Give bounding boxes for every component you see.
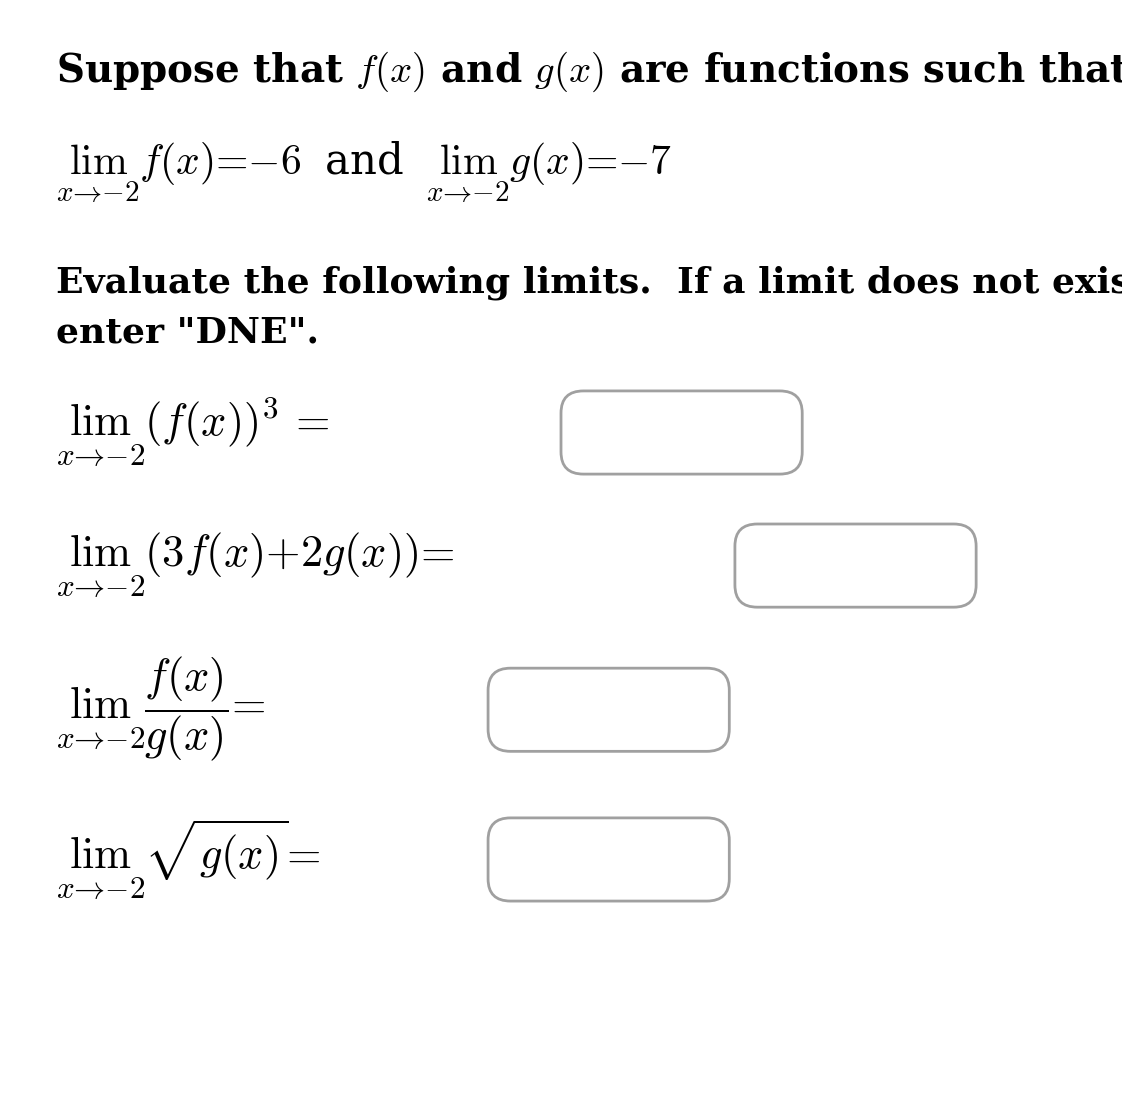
Text: $\lim_{x\to -2}(f(x))^3 =$: $\lim_{x\to -2}(f(x))^3 =$: [56, 396, 330, 469]
FancyBboxPatch shape: [488, 818, 729, 901]
FancyBboxPatch shape: [561, 391, 802, 475]
Text: Evaluate the following limits.  If a limit does not exist,: Evaluate the following limits. If a limi…: [56, 265, 1122, 301]
Text: $\lim_{x\to -2}\sqrt{g(x)} =$: $\lim_{x\to -2}\sqrt{g(x)} =$: [56, 817, 320, 902]
Text: Suppose that $f(x)$ and $g(x)$ are functions such that: Suppose that $f(x)$ and $g(x)$ are funct…: [56, 50, 1122, 94]
FancyBboxPatch shape: [488, 668, 729, 752]
FancyBboxPatch shape: [735, 525, 976, 608]
Text: enter "DNE".: enter "DNE".: [56, 316, 319, 349]
Text: $\lim_{x\to -2}(3f(x)+2g(x)) =$: $\lim_{x\to -2}(3f(x)+2g(x)) =$: [56, 531, 454, 600]
Text: $\lim_{x\to -2}\dfrac{f(x)}{g(x)} =$: $\lim_{x\to -2}\dfrac{f(x)}{g(x)} =$: [56, 655, 266, 764]
Text: $\lim_{x\to -2} f(x) = -6\;$ and $\;\lim_{x\to -2} g(x) = -7$: $\lim_{x\to -2} f(x) = -6\;$ and $\;\lim…: [56, 139, 672, 205]
